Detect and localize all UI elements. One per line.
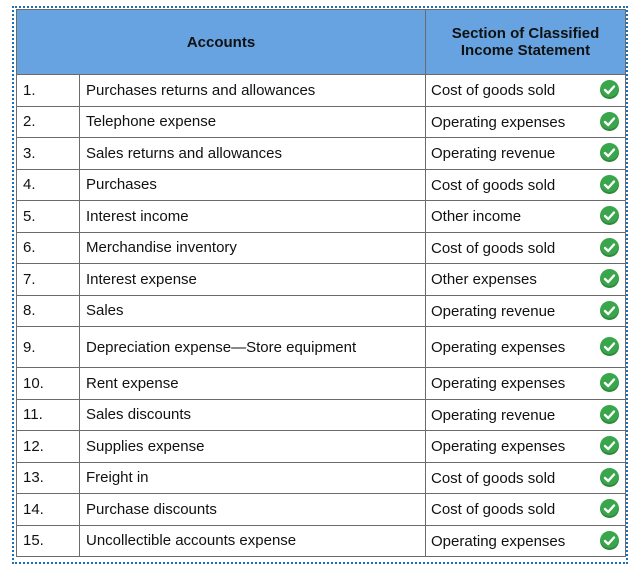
- section-value: Operating expenses: [431, 375, 566, 393]
- account-name: Freight in: [79, 461, 426, 494]
- check-icon: [600, 111, 619, 131]
- section-select[interactable]: Operating revenue: [425, 137, 626, 170]
- section-value: Cost of goods sold: [431, 469, 556, 487]
- section-select[interactable]: Cost of goods sold: [425, 493, 626, 526]
- check-icon: [600, 373, 619, 393]
- section-select[interactable]: Other income: [425, 200, 626, 233]
- check-icon: [600, 404, 619, 424]
- check-icon: [600, 206, 619, 226]
- section-select[interactable]: Other expenses: [425, 263, 626, 296]
- section-select[interactable]: Operating expenses: [425, 367, 626, 400]
- row-number: 4.: [16, 168, 80, 201]
- account-name: Interest income: [79, 200, 426, 233]
- row-number: 13.: [16, 461, 80, 494]
- section-value: Operating expenses: [431, 113, 566, 131]
- section-value: Other expenses: [431, 271, 537, 289]
- table-row: 11. Sales discounts Operating revenue: [16, 398, 626, 431]
- section-value: Operating revenue: [431, 145, 556, 163]
- check-icon: [600, 174, 619, 194]
- check-icon: [600, 499, 619, 519]
- section-value: Operating revenue: [431, 406, 556, 424]
- row-number: 10.: [16, 367, 80, 400]
- section-value: Operating expenses: [431, 438, 566, 456]
- section-select[interactable]: Cost of goods sold: [425, 231, 626, 264]
- table-row: 13. Freight in Cost of goods sold: [16, 461, 626, 494]
- row-number: 12.: [16, 430, 80, 463]
- account-name: Sales: [79, 294, 426, 327]
- account-name: Sales discounts: [79, 398, 426, 431]
- account-name: Purchases: [79, 168, 426, 201]
- section-select[interactable]: Operating expenses: [425, 105, 626, 138]
- row-number: 6.: [16, 231, 80, 264]
- check-icon: [600, 143, 619, 163]
- table-row: 5. Interest income Other income: [16, 200, 626, 233]
- table-row: 3. Sales returns and allowances Operating …: [16, 137, 626, 170]
- account-name: Supplies expense: [79, 430, 426, 463]
- table-row: 8. Sales Operating revenue: [16, 294, 626, 327]
- section-value: Cost of goods sold: [431, 239, 556, 257]
- check-icon: [600, 467, 619, 487]
- check-icon: [600, 436, 619, 456]
- section-header: Section of Classified Income Statement: [425, 9, 626, 75]
- table-row: 1. Purchases returns and allowances Cost o…: [16, 74, 626, 107]
- row-number: 11.: [16, 398, 80, 431]
- section-select[interactable]: Operating revenue: [425, 398, 626, 431]
- section-select[interactable]: Operating expenses: [425, 326, 626, 368]
- check-icon: [600, 80, 619, 100]
- table-row: 10. Rent expense Operating expenses: [16, 367, 626, 400]
- section-value: Operating expenses: [431, 338, 566, 356]
- row-number: 14.: [16, 493, 80, 526]
- account-name: Uncollectible accounts expense: [79, 524, 426, 557]
- check-icon: [600, 237, 619, 257]
- section-value: Other income: [431, 208, 522, 226]
- check-icon: [600, 300, 619, 320]
- table-header-row: Accounts Section of Classified Income St…: [16, 9, 626, 75]
- row-number: 8.: [16, 294, 80, 327]
- check-icon: [600, 269, 619, 289]
- section-value: Cost of goods sold: [431, 82, 556, 100]
- table-focus-frame: [12, 6, 628, 564]
- account-name: Purchase discounts: [79, 493, 426, 526]
- row-number: 3.: [16, 137, 80, 170]
- check-icon: [600, 337, 619, 356]
- table-row: 7. Interest expense Other expenses: [16, 263, 626, 296]
- section-value: Operating revenue: [431, 302, 556, 320]
- account-name: Purchases returns and allowances: [79, 74, 426, 107]
- account-name: Merchandise inventory: [79, 231, 426, 264]
- accounts-header: Accounts: [16, 9, 426, 75]
- row-number: 15.: [16, 524, 80, 557]
- section-select[interactable]: Cost of goods sold: [425, 74, 626, 107]
- account-name: Sales returns and allowances: [79, 137, 426, 170]
- row-number: 9.: [16, 326, 80, 368]
- table-row: 9. Depreciation expense—Store equipment Op…: [16, 326, 626, 368]
- section-value: Cost of goods sold: [431, 501, 556, 519]
- account-name: Depreciation expense—Store equipment: [79, 326, 426, 368]
- classification-table: Accounts Section of Classified Income St…: [16, 9, 626, 557]
- check-icon: [600, 530, 619, 550]
- section-value: Operating expenses: [431, 532, 566, 550]
- section-select[interactable]: Operating expenses: [425, 524, 626, 557]
- section-select[interactable]: Operating expenses: [425, 430, 626, 463]
- table-row: 15. Uncollectible accounts expense Operati…: [16, 524, 626, 557]
- table-row: 14. Purchase discounts Cost of goods sold: [16, 493, 626, 526]
- table-row: 12. Supplies expense Operating expenses: [16, 430, 626, 463]
- row-number: 5.: [16, 200, 80, 233]
- row-number: 2.: [16, 105, 80, 138]
- section-select[interactable]: Cost of goods sold: [425, 461, 626, 494]
- table-row: 2. Telephone expense Operating expenses: [16, 105, 626, 138]
- account-name: Rent expense: [79, 367, 426, 400]
- row-number: 7.: [16, 263, 80, 296]
- section-value: Cost of goods sold: [431, 176, 556, 194]
- section-select[interactable]: Cost of goods sold: [425, 168, 626, 201]
- row-number: 1.: [16, 74, 80, 107]
- table-row: 4. Purchases Cost of goods sold: [16, 168, 626, 201]
- section-select[interactable]: Operating revenue: [425, 294, 626, 327]
- account-name: Interest expense: [79, 263, 426, 296]
- account-name: Telephone expense: [79, 105, 426, 138]
- table-row: 6. Merchandise inventory Cost of goods sol…: [16, 231, 626, 264]
